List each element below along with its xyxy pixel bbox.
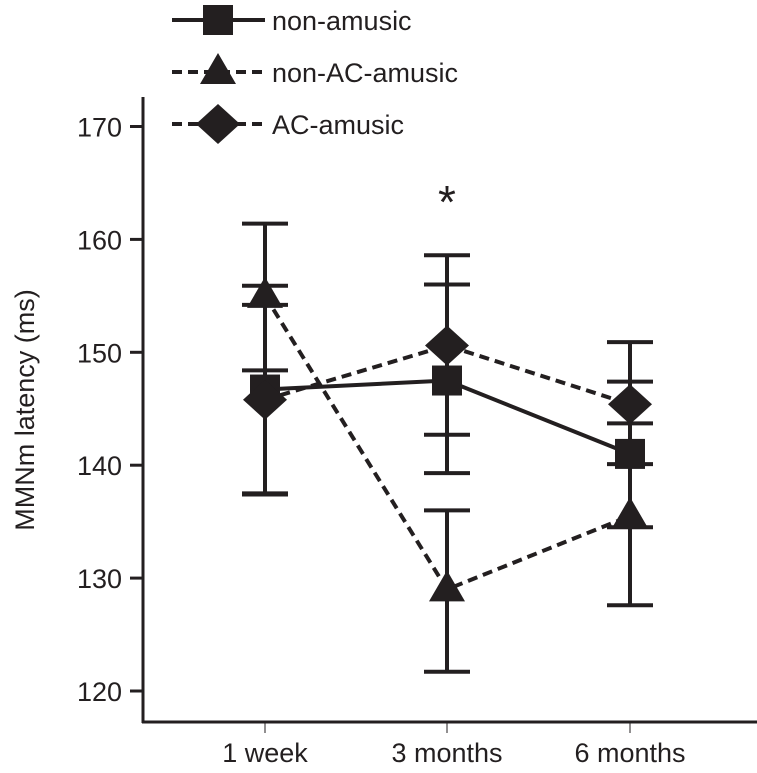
legend-label: AC-amusic: [272, 110, 404, 140]
y-tick-label: 150: [77, 338, 122, 368]
y-tick-label: 170: [77, 113, 122, 143]
legend-label: non-AC-amusic: [272, 58, 458, 88]
y-tick-label: 130: [77, 564, 122, 594]
legend-triangle-icon: [200, 53, 236, 84]
y-axis-label: MMNm latency (ms): [10, 289, 40, 531]
triangle-marker: [247, 276, 283, 308]
square-marker: [615, 438, 645, 469]
diamond-marker: [608, 384, 652, 425]
x-tick-label: 1 week: [222, 738, 308, 768]
x-tick-label: 3 months: [391, 738, 502, 768]
triangle-marker: [429, 570, 465, 602]
legend-diamond-icon: [196, 104, 240, 144]
y-tick-label: 160: [77, 225, 122, 255]
y-tick-label: 140: [77, 451, 122, 481]
significance-asterisk: *: [438, 176, 456, 228]
legend-label: non-amusic: [272, 6, 412, 36]
y-tick-label: 120: [77, 677, 122, 707]
x-tick-label: 6 months: [574, 738, 685, 768]
diamond-marker: [425, 325, 469, 366]
triangle-marker: [612, 497, 648, 529]
diamond-marker: [243, 379, 287, 420]
square-marker: [432, 365, 462, 396]
legend-square-icon: [203, 5, 233, 35]
